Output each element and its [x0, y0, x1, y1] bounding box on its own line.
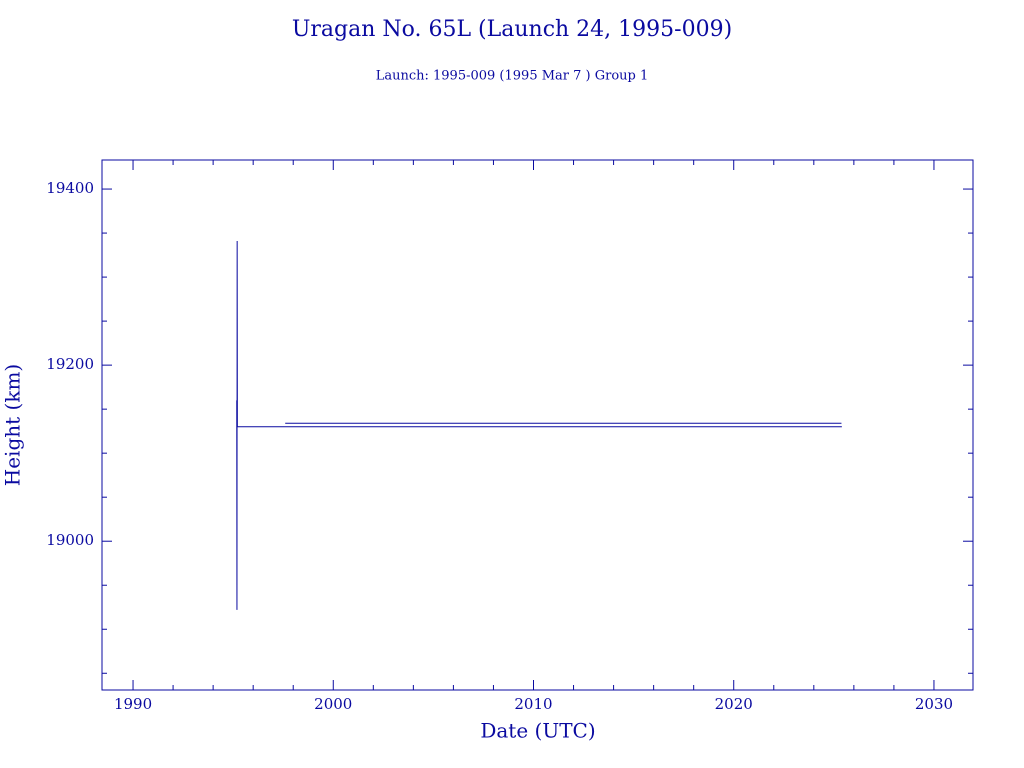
x-tick-label: 2010 [514, 695, 552, 713]
plot-frame [101, 159, 974, 691]
y-tick-label: 19200 [46, 355, 94, 373]
chart-title: Uragan No. 65L (Launch 24, 1995-009) [292, 17, 732, 42]
data-line [236, 240, 842, 610]
x-tick-label: 2030 [915, 695, 953, 713]
y-axis-label: Height (km) [1, 364, 25, 486]
x-tick-label: 1990 [114, 695, 152, 713]
y-tick-label: 19000 [46, 531, 94, 549]
y-tick-label: 19400 [46, 179, 94, 197]
chart-subtitle: Launch: 1995-009 (1995 Mar 7 ) Group 1 [376, 69, 649, 84]
x-tick-label: 2020 [715, 695, 753, 713]
x-tick-label: 2000 [314, 695, 352, 713]
x-axis-label: Date (UTC) [480, 719, 595, 743]
